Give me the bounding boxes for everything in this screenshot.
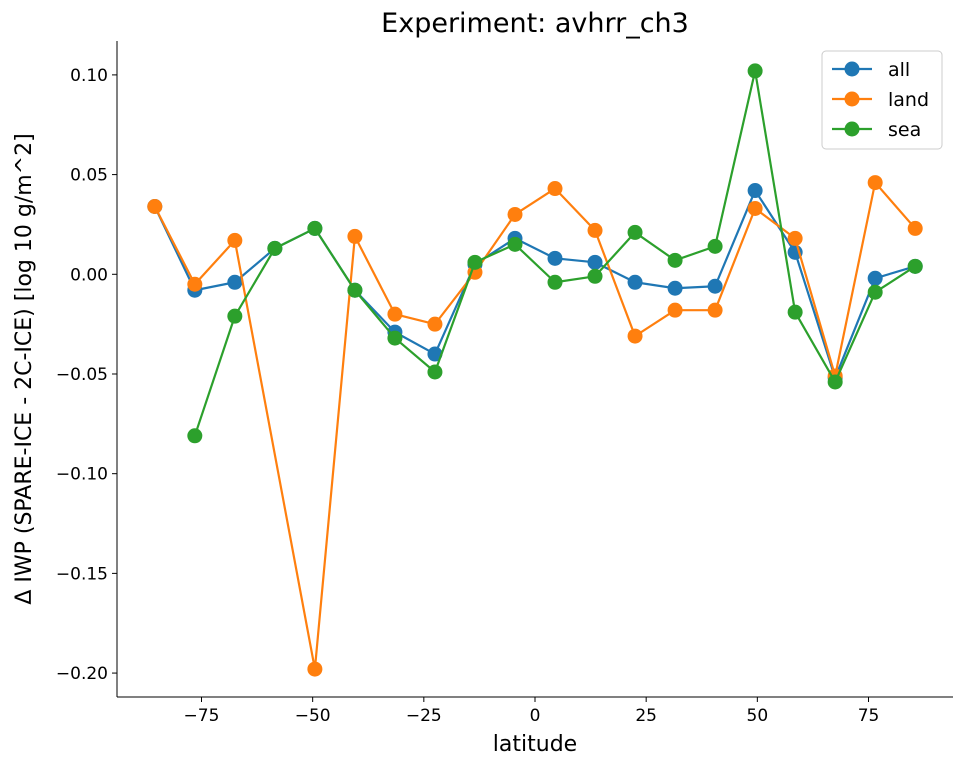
data-point-sea xyxy=(387,330,403,346)
y-tick-label: 0.10 xyxy=(70,66,108,86)
data-point-sea xyxy=(307,220,323,236)
data-point-land xyxy=(707,302,723,318)
legend-marker-sea xyxy=(844,121,860,137)
data-point-sea xyxy=(907,258,923,274)
data-point-land xyxy=(747,200,763,216)
data-point-sea xyxy=(507,236,523,252)
data-point-sea xyxy=(267,240,283,256)
data-point-land xyxy=(547,181,563,197)
data-point-land xyxy=(787,230,803,246)
data-point-all xyxy=(747,183,763,199)
series-line-all xyxy=(153,189,916,380)
x-tick-label: 75 xyxy=(858,706,880,726)
data-point-land xyxy=(307,661,323,677)
y-tick-label: −0.15 xyxy=(56,564,108,584)
y-tick-label: −0.05 xyxy=(56,365,108,385)
data-point-land xyxy=(227,232,243,248)
x-tick-label: 25 xyxy=(635,706,657,726)
data-point-sea xyxy=(627,224,643,240)
data-point-land xyxy=(867,175,883,191)
data-point-all xyxy=(587,254,603,270)
data-point-land xyxy=(187,276,203,292)
data-point-sea xyxy=(547,274,563,290)
x-tick-label: 50 xyxy=(747,706,769,726)
data-point-sea xyxy=(867,284,883,300)
y-tick-label: 0.05 xyxy=(70,166,108,186)
chart-title: Experiment: avhrr_ch3 xyxy=(381,8,689,39)
x-tick-label: −25 xyxy=(406,706,442,726)
axes: −75 −50 −25 0 25 50 75 −0.20 −0.15 −0.10 −0.05 0.00… xyxy=(56,41,953,726)
data-point-sea xyxy=(747,63,763,79)
data-point-land xyxy=(907,220,923,236)
data-point-sea xyxy=(187,428,203,444)
data-point-all xyxy=(627,274,643,290)
data-point-sea xyxy=(347,282,363,298)
x-tick-label: −75 xyxy=(184,706,220,726)
series-all xyxy=(147,183,923,386)
data-point-all xyxy=(667,280,683,296)
legend-marker-land xyxy=(844,91,860,107)
legend-label-land: land xyxy=(888,89,929,111)
data-point-sea xyxy=(467,254,483,270)
data-point-land xyxy=(387,306,403,322)
data-point-sea xyxy=(667,252,683,268)
y-tick-label: 0.00 xyxy=(70,265,108,285)
legend: all land sea xyxy=(821,50,943,150)
data-point-all xyxy=(547,250,563,266)
y-tick-label: −0.10 xyxy=(56,465,108,485)
data-point-land xyxy=(627,328,643,344)
data-point-land xyxy=(427,316,443,332)
data-point-land xyxy=(587,222,603,238)
legend-label-all: all xyxy=(888,59,910,81)
data-point-land xyxy=(507,206,523,222)
series-layer xyxy=(147,63,923,677)
data-point-land xyxy=(147,198,163,214)
series-land xyxy=(147,175,923,677)
data-point-sea xyxy=(787,304,803,320)
data-point-sea xyxy=(707,238,723,254)
series-sea xyxy=(187,63,923,444)
y-tick-label: −0.20 xyxy=(56,664,108,684)
x-axis-label: latitude xyxy=(493,732,577,757)
y-axis-label: Δ IWP (SPARE-ICE - 2C-ICE) [log 10 g/m^2… xyxy=(12,133,37,604)
legend-label-sea: sea xyxy=(888,119,921,141)
data-point-sea xyxy=(587,268,603,284)
data-point-land xyxy=(347,228,363,244)
data-point-land xyxy=(667,302,683,318)
data-point-all xyxy=(427,346,443,362)
data-point-sea xyxy=(227,308,243,324)
x-tick-label: 0 xyxy=(530,706,541,726)
data-point-all xyxy=(227,274,243,290)
legend-marker-all xyxy=(844,61,860,77)
data-point-sea xyxy=(427,364,443,380)
data-point-sea xyxy=(827,374,843,390)
data-point-all xyxy=(867,270,883,286)
series-line-land xyxy=(153,181,917,671)
data-point-all xyxy=(707,278,723,294)
x-tick-label: −50 xyxy=(295,706,331,726)
